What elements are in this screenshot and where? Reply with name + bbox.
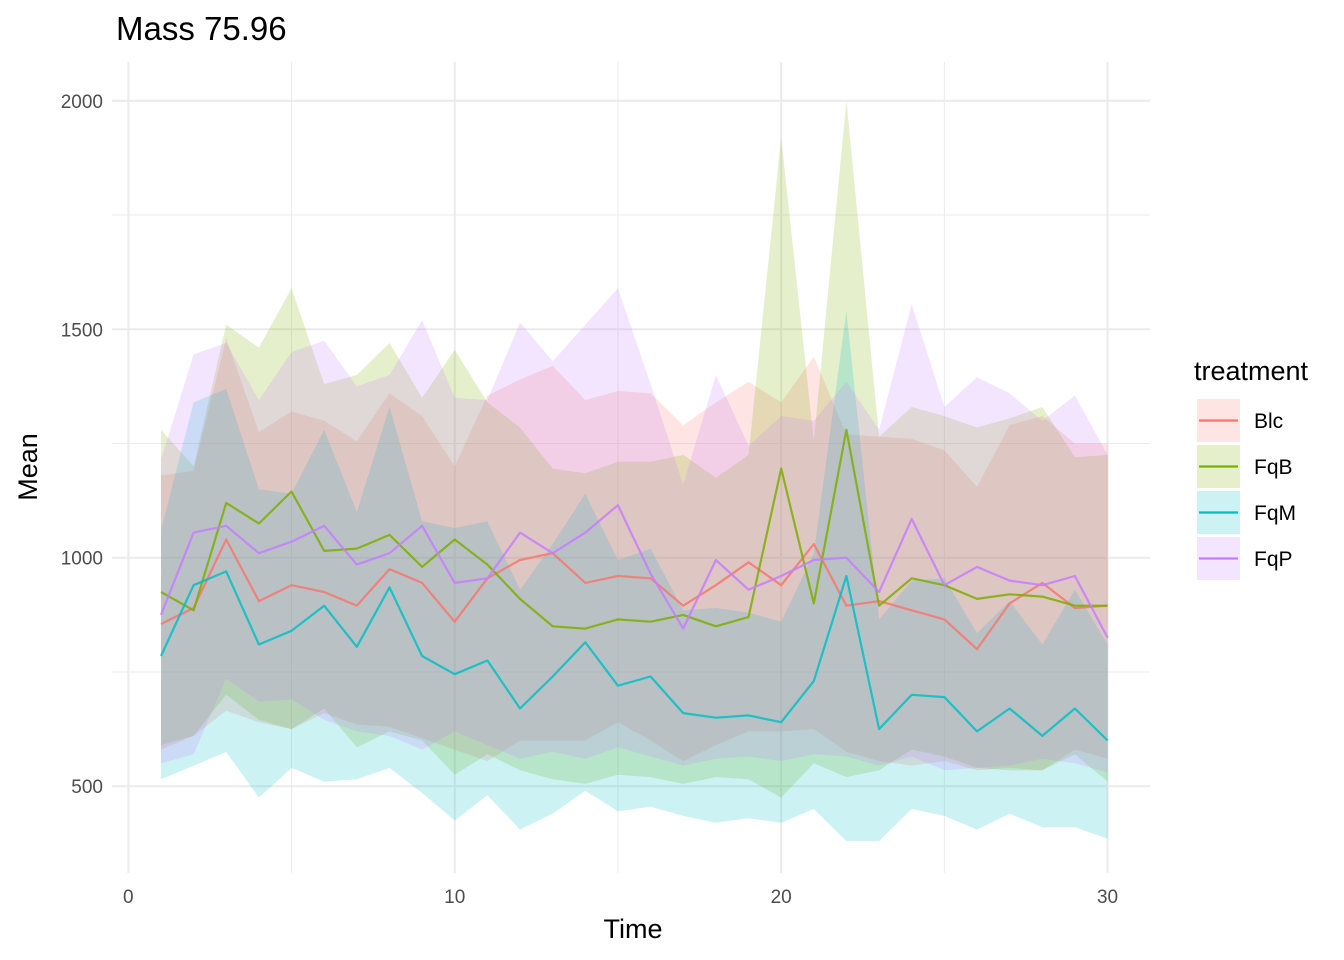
legend-item-fqb: FqB	[1197, 445, 1293, 488]
y-axis-title: Mean	[13, 433, 43, 501]
ribbon-fqm	[161, 311, 1108, 841]
legend-label: FqB	[1254, 456, 1293, 479]
y-tick-label: 1000	[61, 549, 103, 570]
line-fqm	[160, 570, 1109, 742]
x-tick-label: 0	[123, 887, 134, 908]
x-tick-label: 10	[444, 887, 465, 908]
legend: treatment Blc FqB FqM FqP	[1194, 356, 1309, 580]
legend-item-blc: Blc	[1197, 399, 1283, 442]
x-tick-label: 30	[1097, 887, 1118, 908]
x-axis-title: Time	[604, 914, 663, 944]
ribbon-fqp	[161, 288, 1108, 773]
y-tick-label: 2000	[61, 92, 103, 113]
y-tick-label: 1500	[61, 320, 103, 341]
line-fqb	[160, 428, 1108, 630]
legend-label: FqP	[1254, 548, 1293, 571]
legend-item-fqp: FqP	[1197, 537, 1293, 580]
line-fqp	[159, 504, 1109, 639]
x-tick-label: 20	[771, 887, 792, 908]
x-tick-labels: 0 10 20 30	[123, 887, 1118, 908]
legend-item-fqm: FqM	[1197, 491, 1296, 534]
legend-title: treatment	[1194, 356, 1309, 386]
ribbons	[161, 100, 1108, 841]
line-blc	[160, 538, 1108, 651]
grid	[112, 62, 1150, 873]
legend-label: Blc	[1254, 410, 1283, 433]
chart-title: Mass 75.96	[116, 10, 287, 47]
series-lines	[159, 428, 1109, 742]
legend-label: FqM	[1254, 502, 1296, 525]
y-tick-labels: 500 1000 1500 2000	[61, 92, 103, 798]
ribbon-fqb	[161, 100, 1108, 798]
ribbon-blc	[161, 338, 1108, 771]
y-tick-label: 500	[71, 777, 103, 798]
